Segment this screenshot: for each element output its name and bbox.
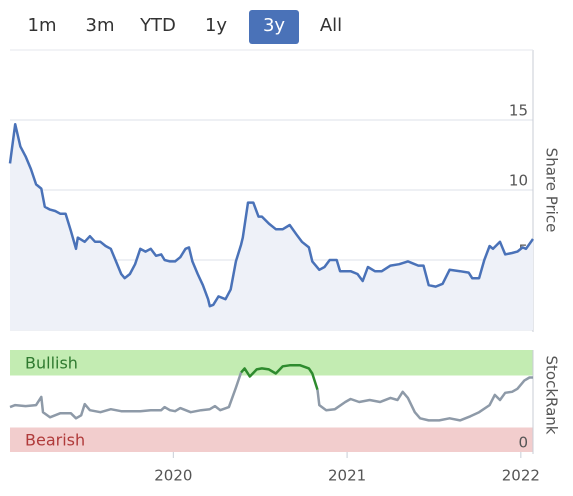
- band-label: Bullish: [25, 353, 78, 372]
- series-line: [8, 122, 535, 308]
- range-button[interactable]: 1m: [28, 15, 57, 36]
- y-tick-label: 0: [518, 434, 528, 452]
- range-button[interactable]: All: [320, 15, 342, 36]
- x-tick-label: 2020: [154, 467, 192, 485]
- series-line: [240, 364, 319, 391]
- series-line: [9, 371, 533, 422]
- band: [10, 427, 533, 452]
- range-button[interactable]: 3m: [86, 15, 115, 36]
- y-tick-label: 15: [509, 102, 528, 120]
- range-button[interactable]: 3y: [263, 15, 285, 36]
- axis-title: StockRank: [543, 356, 561, 435]
- active-range-button[interactable]: [249, 10, 299, 44]
- x-tick-label: 2021: [328, 467, 366, 485]
- range-button[interactable]: 1y: [205, 15, 227, 36]
- y-tick-label: 10: [509, 172, 528, 190]
- x-tick-label: 2022: [502, 467, 540, 485]
- axis-title: Share Price: [543, 148, 561, 233]
- range-button[interactable]: YTD: [139, 15, 176, 36]
- band-label: Bearish: [25, 430, 85, 449]
